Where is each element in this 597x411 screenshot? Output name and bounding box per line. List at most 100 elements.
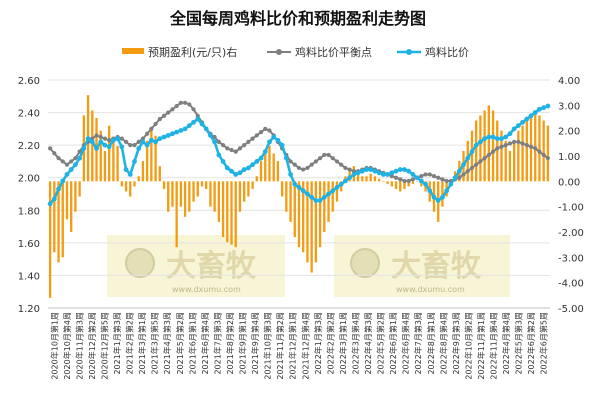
ratio-point	[203, 126, 209, 132]
balance-point	[145, 131, 150, 136]
profit-bar	[297, 181, 301, 248]
ratio-point	[499, 136, 504, 142]
profit-bar	[99, 130, 102, 182]
ratio-point	[473, 142, 479, 148]
y-axis-left: 2.60 2.40 2.20 2.00 1.80 1.60 1.40 1.20	[18, 76, 40, 315]
balance-point	[339, 162, 344, 167]
ratio-point	[410, 172, 416, 177]
ratio-point	[317, 198, 323, 203]
ratio-point	[140, 139, 146, 145]
ratio-point	[469, 149, 475, 155]
balance-point	[499, 144, 504, 149]
profit-bar	[264, 150, 267, 182]
profit-bar	[390, 181, 393, 187]
profit-bar	[407, 181, 410, 187]
ratio-point	[347, 175, 353, 181]
profit-bar	[475, 120, 478, 182]
profit-bar	[137, 176, 140, 182]
profit-bar	[285, 181, 288, 212]
balance-point	[56, 156, 61, 161]
x-tick-label: 2022年6月第1周	[388, 312, 398, 375]
x-tick-label: 2021年9月第4周	[250, 312, 260, 375]
balance-point	[174, 103, 179, 109]
x-tick-label: 2021年9月第1周	[238, 312, 248, 375]
y-left-tick-label: 2.00	[18, 174, 40, 185]
profit-bar	[504, 140, 507, 182]
ratio-point	[51, 196, 57, 202]
y-right-tick-label: -1.00	[558, 203, 584, 214]
ratio-point	[229, 168, 234, 174]
balance-point	[410, 177, 415, 182]
y-right-tick-label: 2.00	[558, 127, 580, 138]
balance-point	[153, 121, 158, 127]
ratio-point	[380, 172, 386, 177]
balance-point	[545, 156, 550, 161]
ratio-point	[224, 165, 230, 171]
ratio-point	[431, 194, 437, 200]
ratio-point	[545, 103, 551, 109]
watermark-left-logo-icon	[125, 248, 155, 278]
balance-point	[237, 146, 243, 151]
ratio-point	[60, 178, 66, 184]
profit-bar	[508, 150, 512, 182]
x-tick-label: 2022年11月第1周	[476, 312, 486, 380]
ratio-point	[477, 139, 483, 145]
x-tick-label: 2021年10月第3周	[263, 312, 273, 380]
ratio-point	[423, 181, 428, 187]
balance-point	[263, 126, 268, 131]
ratio-point	[385, 172, 390, 177]
balance-point	[486, 152, 491, 158]
ratio-point	[376, 170, 382, 176]
profit-bar	[289, 181, 292, 222]
balance-point	[322, 152, 327, 158]
ratio-point	[338, 181, 344, 187]
profit-bar	[500, 130, 503, 182]
ratio-point	[486, 134, 492, 140]
x-tick-label: 2020年10月第4周	[62, 312, 72, 380]
ratio-point	[258, 155, 264, 161]
ratio-point	[435, 198, 441, 203]
balance-point	[343, 165, 348, 171]
balance-point	[216, 139, 221, 144]
balance-point	[267, 128, 272, 133]
profit-bar	[74, 181, 77, 212]
ratio-point	[427, 188, 433, 194]
balance-point	[474, 162, 479, 167]
balance-point	[48, 146, 53, 151]
ratio-point	[178, 128, 184, 133]
ratio-point	[515, 123, 521, 128]
balance-point	[528, 144, 534, 149]
balance-point	[520, 141, 525, 146]
balance-point	[507, 141, 513, 146]
balance-point	[69, 159, 74, 164]
y-right-tick-label: 4.00	[558, 76, 580, 87]
balance-point	[313, 159, 318, 164]
ratio-point	[102, 142, 108, 148]
profit-bar	[365, 176, 368, 182]
legend-label-profit: 预期盈利(元/只)右	[148, 45, 237, 59]
y-right-tick-label: -3.00	[558, 253, 584, 264]
x-tick-label: 2020年12月第2周	[87, 312, 97, 380]
ratio-point	[89, 139, 95, 145]
ratio-point	[98, 139, 104, 145]
balance-point	[490, 149, 496, 154]
ratio-point	[148, 137, 154, 143]
ratio-point	[220, 159, 226, 164]
profit-bar	[57, 181, 60, 263]
watermark-left: 大畜牧 www.dxumu.com	[107, 235, 285, 297]
balance-point	[187, 102, 192, 107]
profit-bar	[373, 176, 377, 182]
ratio-point	[528, 113, 534, 119]
profit-bar	[517, 130, 520, 182]
profit-bar	[314, 181, 318, 263]
x-tick-label: 2021年12月第4周	[300, 312, 310, 380]
watermark-left-text: 大畜牧	[166, 249, 257, 284]
profit-bar	[65, 181, 69, 220]
profit-bar	[534, 110, 537, 182]
profit-bar	[162, 181, 166, 189]
profit-bar	[369, 173, 372, 182]
legend-label-balance: 鸡料比价平衡点	[295, 45, 372, 59]
profit-bar	[150, 130, 153, 182]
balance-point	[220, 143, 226, 148]
ratio-point	[245, 165, 251, 171]
